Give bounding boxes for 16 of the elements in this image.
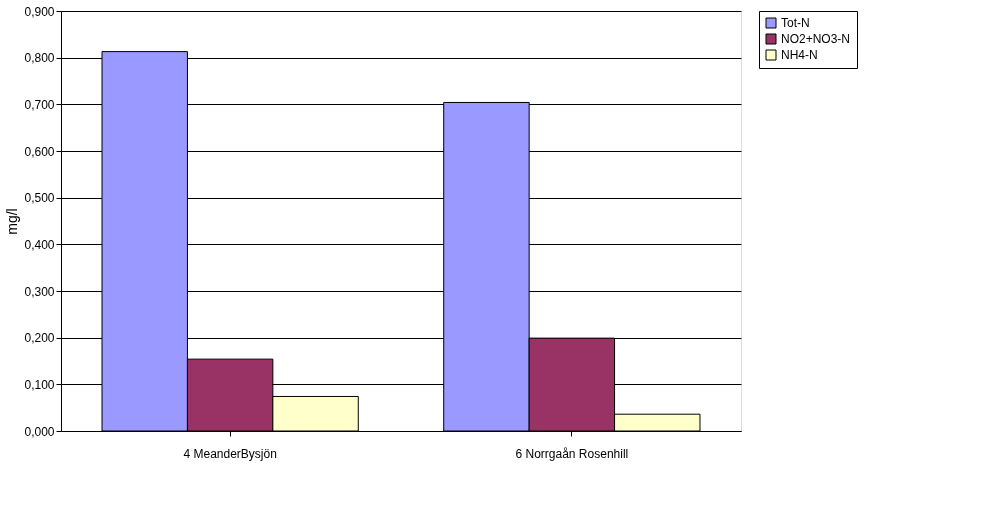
legend-label: Tot-N — [781, 16, 810, 30]
y-tick-label: 0,200 — [24, 331, 55, 346]
y-tick-label: 0,600 — [24, 144, 55, 159]
legend-label: NO2+NO3-N — [781, 32, 851, 46]
x-tick-label: 4 MeanderBysjön — [183, 446, 277, 461]
y-tick-label: 0,500 — [24, 191, 55, 206]
y-tick-label: 0,400 — [24, 237, 55, 252]
y-tick-label: 0,300 — [24, 284, 55, 299]
y-tick-label: 0,100 — [24, 377, 55, 392]
y-tick-label: 0,900 — [24, 4, 55, 19]
y-tick-label: 0,800 — [24, 51, 55, 66]
y-tick-label: 0,700 — [24, 97, 55, 112]
y-tick-label: 0,000 — [24, 424, 55, 439]
x-tick-label: 6 Norrgaån Rosenhill — [515, 446, 629, 461]
y-axis-title: mg/l — [4, 208, 21, 235]
legend-label: NH4-N — [781, 48, 818, 62]
